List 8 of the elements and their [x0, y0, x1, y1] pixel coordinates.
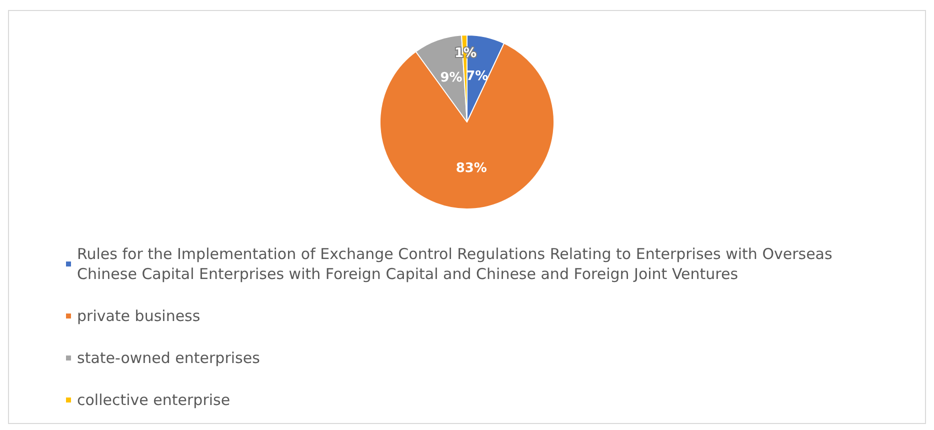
legend-label: state-owned enterprises — [77, 349, 260, 367]
data-label: 7% — [466, 69, 488, 84]
legend-label: Rules for the Implementation of Exchange Control Regulations Relating to Enterprises with Overseas Chinese Capital Enterprises with Foreign Capital and Chinese and Foreign Joint Ventures — [77, 245, 838, 283]
data-label: 1% — [454, 46, 477, 62]
data-label: 9% — [440, 70, 462, 86]
legend-label: private business — [77, 307, 200, 325]
legend-label: collective enterprise — [77, 391, 230, 409]
data-label: 83% — [456, 160, 487, 176]
